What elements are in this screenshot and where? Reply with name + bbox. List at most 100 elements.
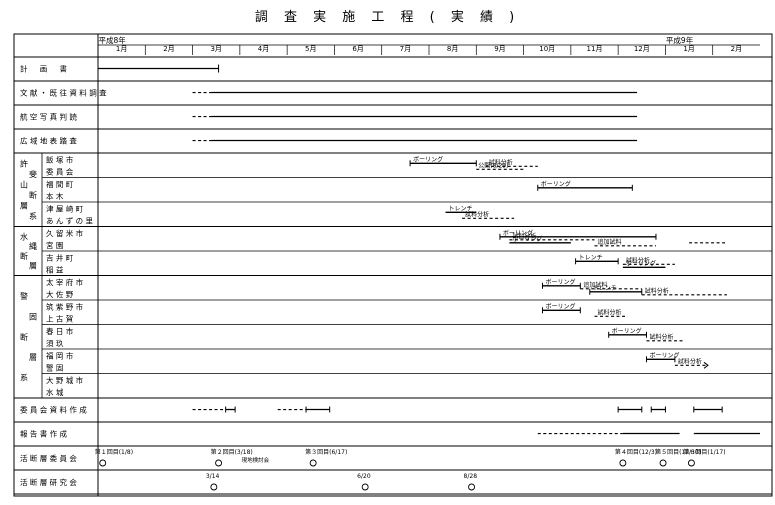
site-label: 吉 井 町 xyxy=(46,252,74,262)
bar-label: 試料分析 xyxy=(645,287,669,295)
event-marker xyxy=(659,459,667,467)
event-label: 第４回目(12/3) xyxy=(615,448,657,456)
site-label: 大 野 城 市 xyxy=(46,375,84,385)
month-label: 3月 xyxy=(210,45,221,53)
group-label-char: 層 xyxy=(20,202,28,211)
group-label-char: 水 xyxy=(20,231,28,241)
month-label: 9月 xyxy=(494,45,505,53)
group-label-char: 警 xyxy=(20,291,28,301)
group-label-char: 層 xyxy=(29,262,37,271)
event-label: 3/14 xyxy=(206,473,220,480)
site-label: 水 城 xyxy=(46,387,64,397)
event-marker xyxy=(215,459,223,467)
bar-label: ボーリング xyxy=(413,155,443,163)
bar-label: ボーリング xyxy=(503,229,533,237)
site-label: 稲 益 xyxy=(46,265,64,275)
event-marker xyxy=(309,459,317,467)
group-label-char: 断 xyxy=(20,332,28,342)
bar-label: ボーリング xyxy=(541,180,571,188)
event-marker xyxy=(210,483,218,491)
site-label: 上 古 賀 xyxy=(46,314,74,324)
site-label: 春 日 市 xyxy=(46,326,74,336)
bar-label: ボーリング xyxy=(545,278,575,286)
row-label: 計 画 書 xyxy=(20,63,68,73)
event-label: 第５回目(12/30) xyxy=(655,448,701,456)
site-label: 津 屋 崎 町 xyxy=(46,203,84,213)
event-label: 6/20 xyxy=(357,473,371,480)
site-label: あ ん ず の 里 xyxy=(46,216,94,226)
site-label: 太 宰 府 市 xyxy=(46,277,84,287)
row-label: 報 告 書 作 成 xyxy=(20,428,68,438)
site-label: 飯 塚 市 xyxy=(46,154,74,164)
month-label: 7月 xyxy=(400,45,411,53)
site-label: 久 留 米 市 xyxy=(46,228,84,238)
row-label: 活 断 層 研 究 会 xyxy=(20,477,77,487)
bar-label: 試料分析 xyxy=(489,158,513,166)
group-label-char: 斐 xyxy=(29,169,37,179)
row-label: 航 空 写 真 判 読 xyxy=(20,111,77,121)
bar-label: ボーリング xyxy=(512,235,542,243)
month-label: 6月 xyxy=(352,45,363,53)
bar-label: 試料分析 xyxy=(678,357,702,365)
month-label: 2月 xyxy=(731,45,742,53)
year-label: 平成8年 xyxy=(99,35,127,45)
event-label: 第２回目(3/18) xyxy=(211,448,253,456)
bar-label: ボーリング xyxy=(626,259,656,267)
bar-label: ボーリング xyxy=(612,327,642,335)
group-label-char: 層 xyxy=(29,353,37,362)
event-marker xyxy=(361,483,369,491)
event-marker xyxy=(687,459,695,467)
event-sublabel: 現地検討会 xyxy=(242,456,270,464)
arrow-head xyxy=(703,361,709,369)
event-marker xyxy=(619,459,627,467)
site-label: 大 佐 野 xyxy=(46,289,74,299)
event-label: 第３回目(6/17) xyxy=(305,448,347,456)
group-label-char: 固 xyxy=(29,312,37,321)
group-label-char: 系 xyxy=(29,211,37,221)
site-label: 委 員 会 xyxy=(46,167,74,177)
month-label: 8月 xyxy=(447,45,458,53)
year-label: 平成9年 xyxy=(666,35,694,45)
group-label-char: 断 xyxy=(20,251,28,261)
site-label: 須 玖 xyxy=(46,338,64,348)
bar-label: 試料分析 xyxy=(626,256,650,264)
event-label: 第６回目(1/17) xyxy=(683,448,725,456)
site-label: 福 間 町 xyxy=(46,180,74,189)
chart-frame xyxy=(13,33,773,497)
group-label-char: 許 xyxy=(20,159,28,169)
bar-label: 試料分析 xyxy=(512,232,536,240)
month-label: 1月 xyxy=(683,45,694,53)
event-label: 8/28 xyxy=(464,473,478,480)
bar-label: トレンチ xyxy=(449,205,473,212)
bar-label: 追加試料 xyxy=(598,238,622,246)
row-label: 活 断 層 委 員 会 xyxy=(20,453,77,463)
site-label: 警 固 xyxy=(46,363,63,373)
event-label: 第１回目(1/8) xyxy=(95,448,133,456)
page-title: 調 査 実 施 工 程 ( 実 績 ) xyxy=(254,10,521,25)
group-label-char: 系 xyxy=(20,373,28,383)
group-label-char: 断 xyxy=(29,190,37,200)
bar-label: ボーリング xyxy=(545,302,575,310)
row-label: 文 献 ・ 既 往 資 料 調 査 xyxy=(20,87,107,97)
site-label: 福 岡 市 xyxy=(46,350,74,360)
bar-label: ボーリング xyxy=(650,351,680,359)
month-label: 2月 xyxy=(163,45,174,53)
event-marker xyxy=(99,459,107,467)
month-label: 10月 xyxy=(539,45,555,53)
row-label: 広 域 地 表 踏 査 xyxy=(20,135,77,145)
group-label-char: 山 xyxy=(20,180,28,190)
month-label: 11月 xyxy=(587,45,603,53)
row-label: 委 員 会 資 料 作 成 xyxy=(20,404,87,414)
bar-label: 試料分析 xyxy=(650,333,674,341)
bar-label: トレンチ xyxy=(579,254,603,261)
site-label: 本 木 xyxy=(46,191,64,201)
event-marker xyxy=(468,483,476,491)
group-label-char: 縄 xyxy=(29,242,37,251)
month-label: 5月 xyxy=(305,45,316,53)
month-label: 12月 xyxy=(634,45,650,53)
bar-label: 試料分析 xyxy=(465,210,489,218)
bar-label: 追加試料 xyxy=(583,281,607,289)
bar-label: 試料分析 xyxy=(598,308,622,316)
site-label: 宮 園 xyxy=(46,240,63,250)
